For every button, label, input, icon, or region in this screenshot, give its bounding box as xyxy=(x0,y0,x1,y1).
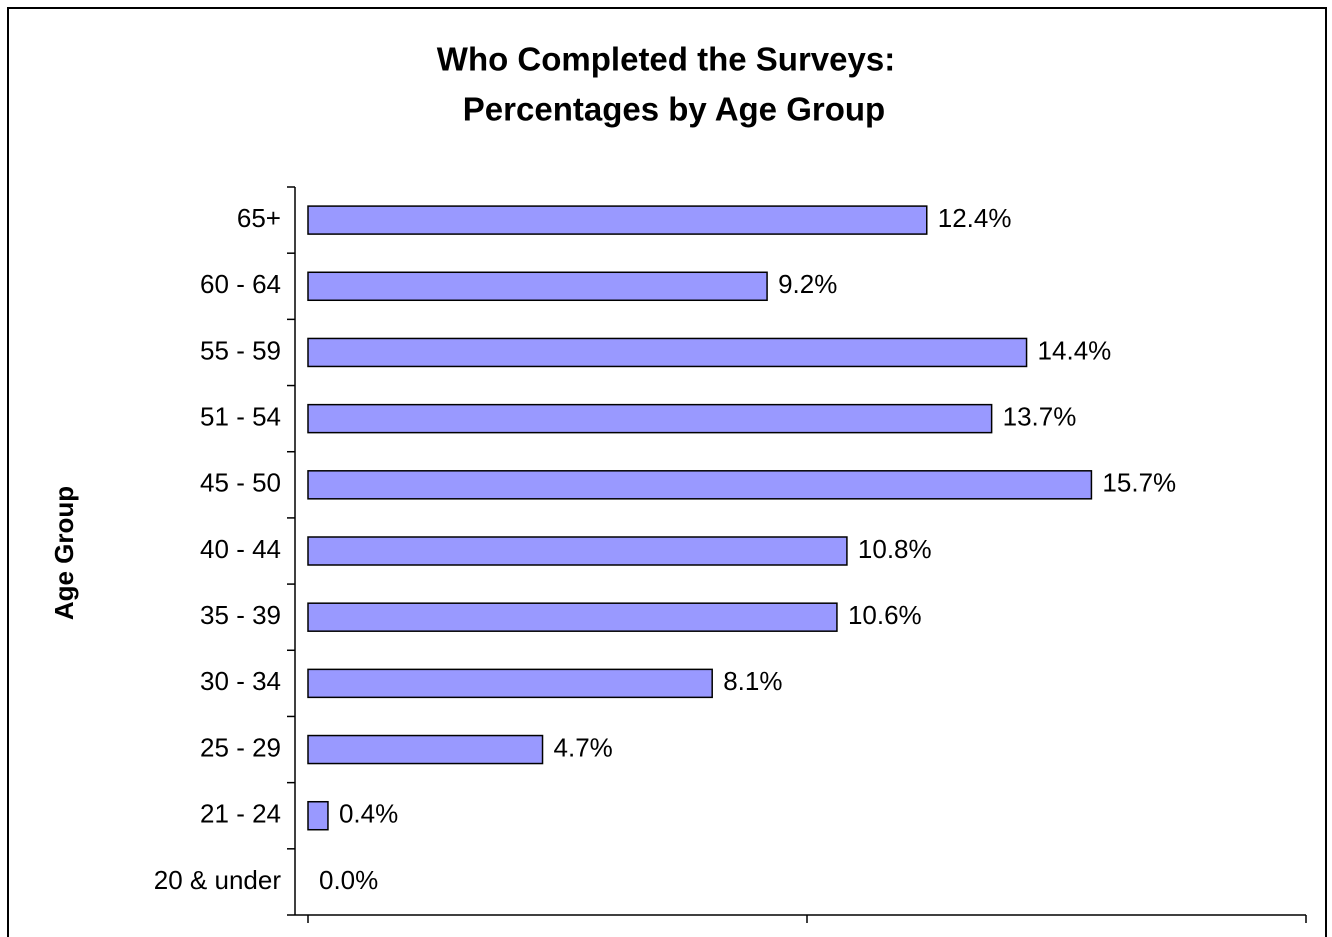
bar xyxy=(307,205,928,235)
bar xyxy=(307,271,768,302)
y-axis-label: Age Group xyxy=(49,486,79,620)
bar xyxy=(307,668,713,699)
data-label: 14.4% xyxy=(1038,335,1112,365)
bar xyxy=(307,470,1093,500)
bar xyxy=(307,536,848,566)
data-label: 0.0% xyxy=(319,865,378,895)
y-tick-label: 30 - 34 xyxy=(200,666,281,696)
bar xyxy=(307,337,1028,368)
y-tick-label: 55 - 59 xyxy=(200,335,281,365)
chart-title: Percentages by Age Group xyxy=(463,91,885,128)
y-tick-label: 45 - 50 xyxy=(200,468,281,498)
bar xyxy=(307,800,329,831)
data-label: 8.1% xyxy=(723,666,782,696)
y-tick-label: 21 - 24 xyxy=(200,799,281,829)
y-tick-label: 25 - 29 xyxy=(200,732,281,762)
data-label: 4.7% xyxy=(554,732,613,762)
y-tick-label: 20 & under xyxy=(154,865,282,895)
bar xyxy=(307,403,993,434)
bar xyxy=(307,734,544,765)
data-label: 0.4% xyxy=(339,799,398,829)
y-tick-label: 40 - 44 xyxy=(200,534,281,564)
chart-title: Who Completed the Surveys: xyxy=(437,41,895,78)
bar xyxy=(307,602,838,632)
data-label: 13.7% xyxy=(1003,402,1077,432)
chart-frame xyxy=(7,7,1327,937)
y-tick-label: 60 - 64 xyxy=(200,269,281,299)
data-label: 10.8% xyxy=(858,534,932,564)
data-label: 10.6% xyxy=(848,600,922,630)
data-label: 9.2% xyxy=(778,269,837,299)
data-label: 15.7% xyxy=(1102,468,1176,498)
data-label: 12.4% xyxy=(938,203,1012,233)
y-tick-label: 35 - 39 xyxy=(200,600,281,630)
y-tick-label: 51 - 54 xyxy=(200,402,281,432)
y-tick-label: 65+ xyxy=(237,203,281,233)
